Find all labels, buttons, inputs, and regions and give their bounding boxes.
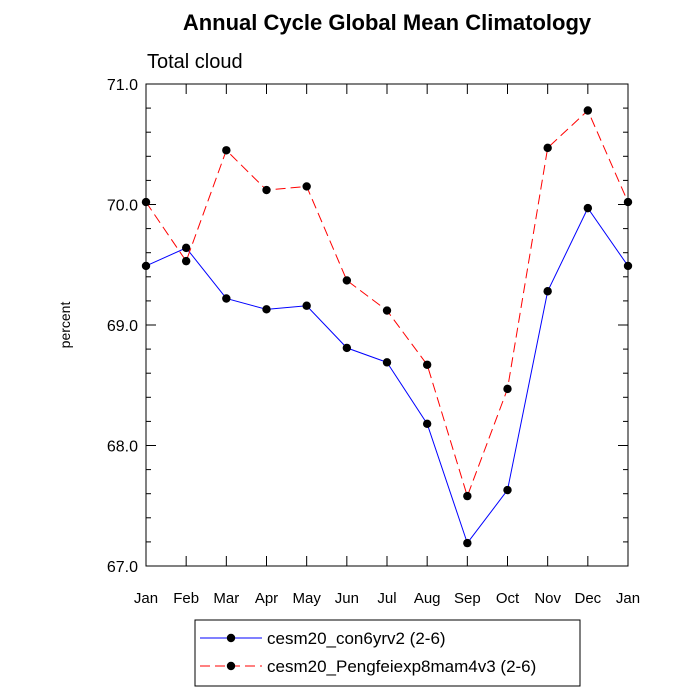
data-point xyxy=(181,243,191,253)
series-2 xyxy=(141,106,633,501)
x-tick-label: May xyxy=(292,590,321,607)
data-point xyxy=(503,485,512,495)
data-point xyxy=(382,306,392,315)
x-tick-label: Feb xyxy=(173,590,199,607)
legend-items: cesm20_con6yrv2 (2-6) cesm20_Pengfeiexp8m… xyxy=(200,629,536,676)
legend-marker xyxy=(226,661,236,671)
y-tick-label: 70.0 xyxy=(107,198,138,215)
y-tick-label: 67.0 xyxy=(107,559,138,576)
series-line xyxy=(145,109,629,498)
x-tick-label: Mar xyxy=(213,590,239,607)
x-tick-label: Aug xyxy=(414,590,441,607)
x-tick-label: Jul xyxy=(377,590,396,607)
y-tick-label: 71.0 xyxy=(107,77,138,94)
data-point xyxy=(543,287,552,296)
legend-label: cesm20_con6yrv2 (2-6) xyxy=(267,629,446,648)
data-point xyxy=(583,203,593,213)
legend-item: cesm20_Pengfeiexp8mam4v3 (2-6) xyxy=(200,657,536,676)
x-tick-label: Jun xyxy=(335,590,359,607)
x-tick-label: Jan xyxy=(616,590,640,607)
x-tick-labels: Jan Feb Mar Apr May Jun Jul Aug Sep Oct Nov Dec Jan xyxy=(134,590,640,607)
data-point xyxy=(583,106,593,115)
data-point xyxy=(262,185,271,195)
legend-item: cesm20_con6yrv2 (2-6) xyxy=(200,629,446,648)
data-point xyxy=(382,358,392,367)
plot-frame xyxy=(145,83,629,567)
data-point xyxy=(262,305,271,314)
axis-ticks xyxy=(145,83,629,567)
legend-box xyxy=(194,619,581,687)
y-tick-labels: 67.0 68.0 69.0 70.0 71.0 xyxy=(107,77,138,576)
chart-subtitle: Total cloud xyxy=(147,51,243,73)
y-tick-label: 68.0 xyxy=(107,439,138,456)
data-point xyxy=(463,538,472,548)
data-point xyxy=(463,491,472,501)
data-point xyxy=(222,146,231,155)
data-point xyxy=(503,384,512,394)
y-tick-label: 69.0 xyxy=(107,318,138,335)
data-point xyxy=(342,343,352,353)
y-axis-label: percent xyxy=(57,302,73,349)
x-tick-label: Dec xyxy=(574,590,601,607)
series-lines xyxy=(141,106,633,548)
data-point xyxy=(422,360,432,369)
x-tick-label: Apr xyxy=(255,590,278,607)
legend-label: cesm20_Pengfeiexp8mam4v3 (2-6) xyxy=(267,657,536,676)
x-tick-label: Nov xyxy=(534,590,561,607)
data-point xyxy=(222,294,231,303)
x-tick-label: Sep xyxy=(454,590,481,607)
data-point xyxy=(623,261,633,271)
chart-title: Annual Cycle Global Mean Climatology xyxy=(183,10,592,35)
data-point xyxy=(623,197,633,207)
data-point xyxy=(181,256,191,266)
series-1 xyxy=(141,203,633,548)
series-line xyxy=(145,207,629,545)
data-point xyxy=(302,301,311,310)
data-point xyxy=(342,276,352,285)
legend: cesm20_con6yrv2 (2-6) cesm20_Pengfeiexp8m… xyxy=(194,619,581,687)
data-point xyxy=(302,182,311,191)
data-point xyxy=(141,197,151,207)
data-point xyxy=(543,143,552,153)
legend-marker xyxy=(226,633,236,643)
x-tick-label: Oct xyxy=(496,590,520,607)
data-point xyxy=(422,419,432,429)
x-tick-label: Jan xyxy=(134,590,158,607)
data-point xyxy=(141,261,151,271)
